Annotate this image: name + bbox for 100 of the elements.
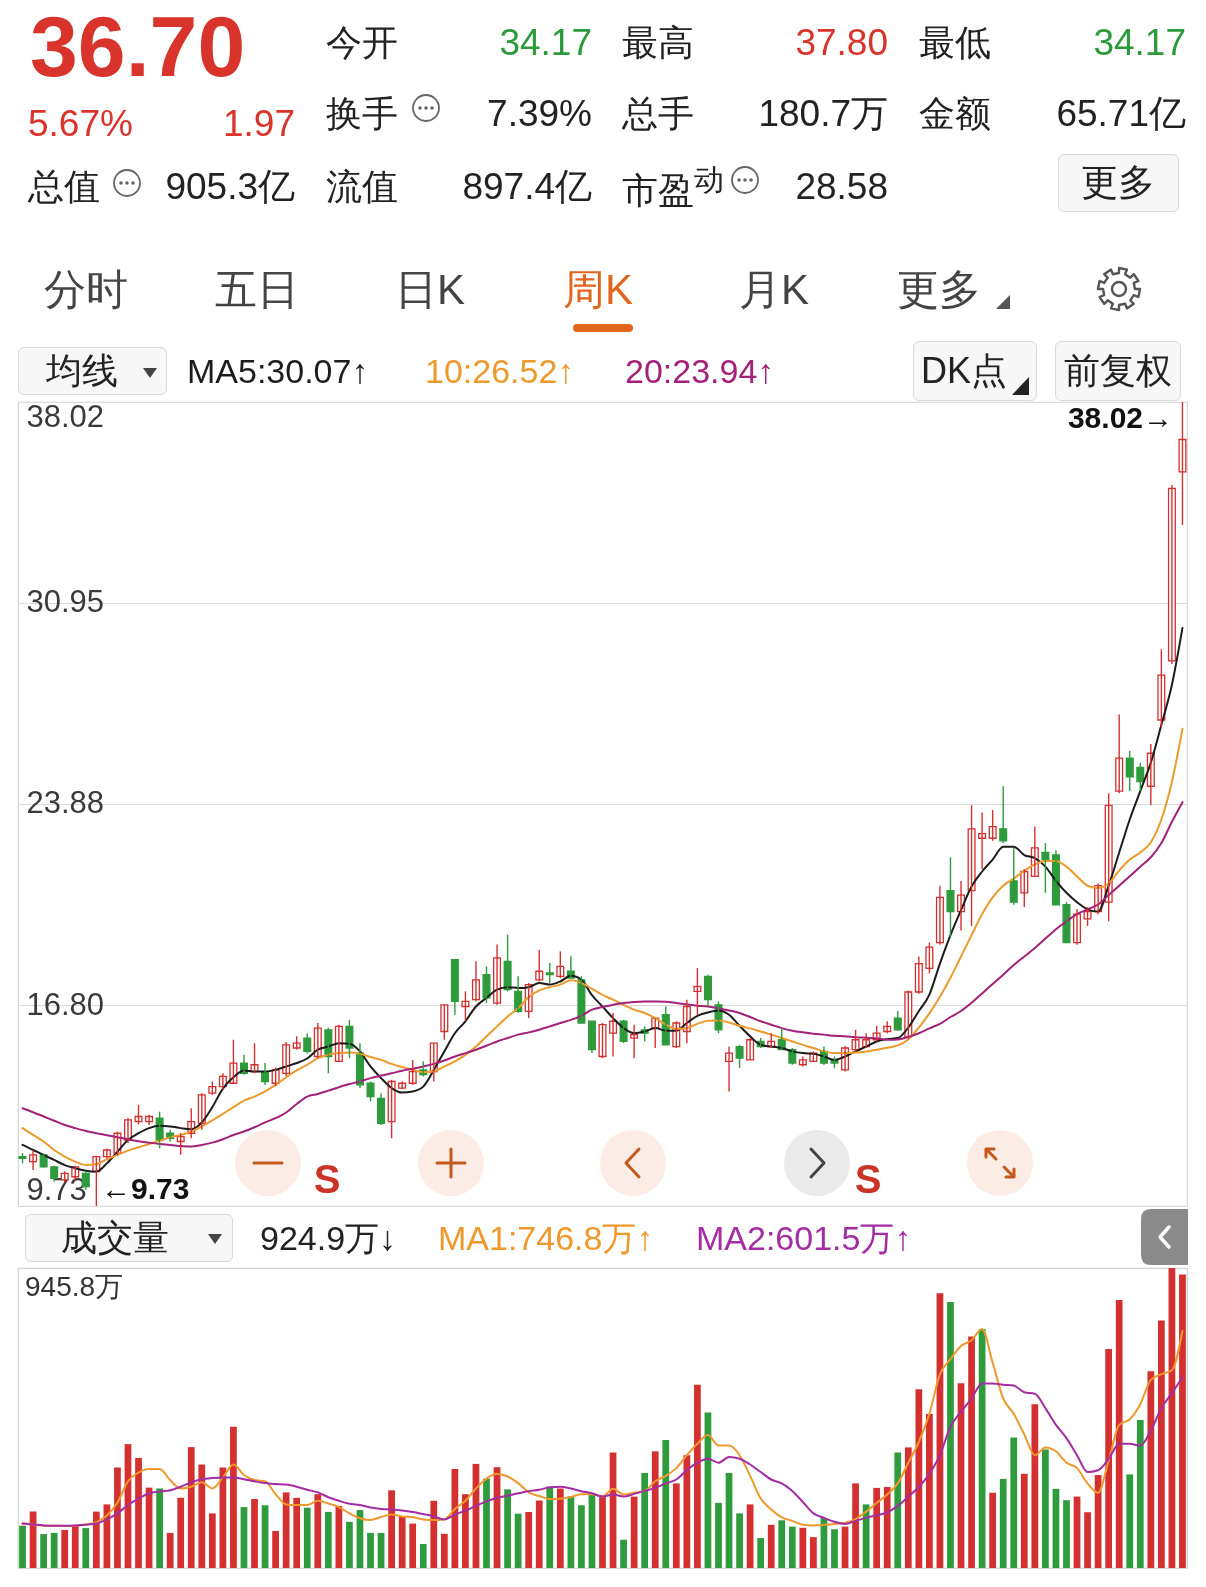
bar [514, 1513, 522, 1568]
text: 分时 [44, 266, 128, 314]
bar [799, 1527, 807, 1568]
bar [672, 1483, 680, 1568]
bar [546, 1486, 554, 1568]
text: 180.7万 [758, 93, 888, 135]
bar [419, 1544, 427, 1568]
bar [303, 1507, 311, 1568]
text: 月K [739, 266, 810, 314]
text: 最高 [622, 21, 694, 63]
bar [641, 1472, 649, 1568]
bar [156, 1488, 163, 1568]
text: 36.70 [30, 0, 246, 94]
bar [1020, 1473, 1028, 1568]
text: 日K [395, 266, 466, 314]
text: 897.4亿 [462, 166, 592, 208]
text: 流值 [326, 165, 398, 207]
bar [40, 1534, 47, 1568]
bar [757, 1538, 765, 1568]
bar [904, 1447, 912, 1568]
text: 总手 [622, 92, 694, 134]
bar [346, 1521, 353, 1568]
bar [1105, 1349, 1113, 1568]
text: 换手 [326, 92, 398, 134]
bar [736, 1513, 743, 1568]
annotation: 945.8万 [25, 1270, 124, 1303]
y-tick-label: 16.80 [26, 986, 105, 1022]
bar [630, 1496, 638, 1568]
bar [683, 1455, 691, 1568]
bar [999, 1478, 1007, 1568]
text: 7.39% [487, 93, 592, 135]
bar [535, 1500, 543, 1568]
text: 周K [563, 266, 634, 314]
bar [314, 1494, 322, 1568]
bar [92, 1511, 100, 1568]
bar [388, 1490, 395, 1568]
bar [578, 1505, 585, 1568]
text: 1.97 [222, 103, 295, 145]
annotation: 38.02→ [1067, 400, 1173, 435]
text: 总值 [28, 165, 100, 207]
text: 905.3亿 [165, 166, 295, 208]
text: 市盈$^{动}$ [622, 162, 724, 211]
text: 20:23.94↑ [625, 351, 775, 390]
bar [451, 1469, 459, 1568]
legend-title: 均线 [46, 349, 118, 391]
text: 37.80 [795, 22, 888, 64]
bar [947, 1301, 954, 1568]
bar [135, 1457, 142, 1568]
text: 65.71亿 [1056, 93, 1186, 135]
bar [1179, 1274, 1186, 1568]
y-tick-label: 38.02 [26, 398, 105, 434]
bar [1136, 1420, 1144, 1568]
bar [114, 1467, 121, 1568]
bar [504, 1489, 511, 1568]
bar [19, 1525, 26, 1568]
text: 更多 [1081, 162, 1155, 204]
bar [1158, 1320, 1165, 1568]
bar [525, 1511, 533, 1568]
bar [599, 1496, 606, 1568]
bar [187, 1447, 195, 1568]
bar [715, 1502, 722, 1568]
bar [230, 1426, 237, 1568]
text: 今开 [326, 21, 398, 63]
text: 更多 [897, 266, 981, 314]
legend-title: 成交量 [61, 1216, 169, 1258]
text: 五日 [215, 266, 299, 314]
bar [746, 1504, 754, 1568]
bar [968, 1336, 975, 1568]
text: 924.9万↓ [260, 1218, 397, 1257]
y-tick-label: 30.95 [26, 584, 105, 620]
bar [1010, 1437, 1018, 1568]
bar [367, 1532, 374, 1568]
bar [989, 1492, 997, 1568]
bar [894, 1452, 902, 1568]
bar [778, 1520, 786, 1568]
bar [662, 1439, 670, 1568]
bar [788, 1526, 796, 1568]
bar [1042, 1449, 1049, 1568]
bar [409, 1523, 417, 1568]
bar [567, 1496, 575, 1568]
bar [620, 1539, 627, 1568]
bar [61, 1529, 69, 1568]
bar [324, 1511, 332, 1568]
bar [1063, 1500, 1070, 1568]
bar [1115, 1300, 1123, 1568]
text: 10:26.52↑ [425, 351, 575, 390]
bar [398, 1517, 406, 1568]
bar [873, 1487, 881, 1568]
bar [82, 1528, 90, 1568]
bar [177, 1497, 185, 1568]
bar [883, 1487, 891, 1568]
bar [198, 1464, 206, 1568]
text: 34.17 [499, 22, 592, 64]
bar [1126, 1474, 1134, 1568]
bar [208, 1513, 216, 1568]
y-tick-label: 23.88 [26, 785, 105, 821]
annotation: S [313, 1157, 341, 1202]
bar [694, 1384, 701, 1568]
bar [71, 1525, 79, 1568]
text: DK点 [921, 349, 1008, 391]
